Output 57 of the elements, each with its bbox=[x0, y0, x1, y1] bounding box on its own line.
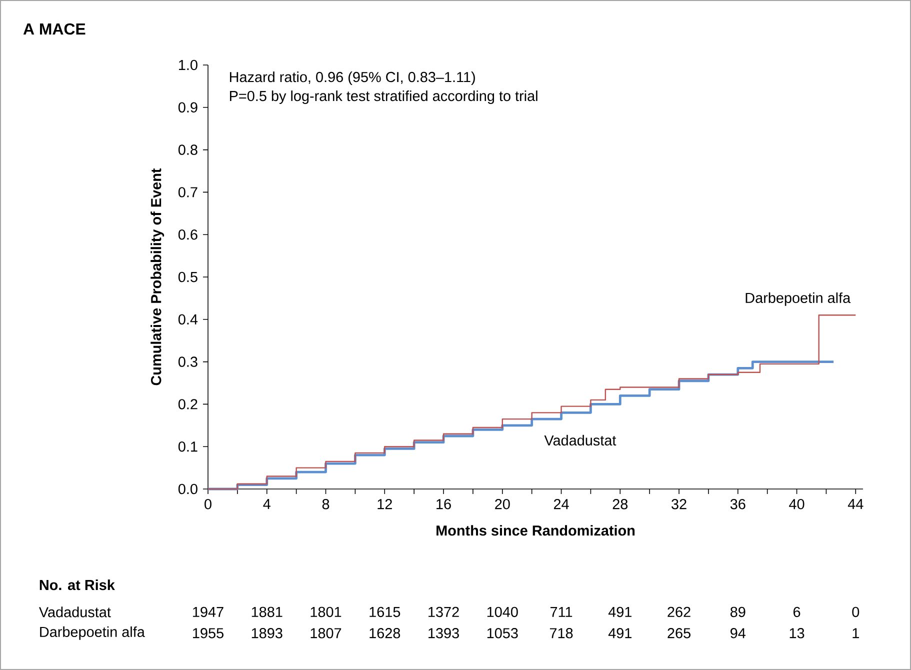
x-tick-label: 32 bbox=[672, 499, 686, 510]
text: 1615 bbox=[370, 606, 400, 618]
annotation: Hazard ratio, 0.96 (95% CI, 0.83–1.11) bbox=[230, 72, 475, 86]
x-tick-label: 28 bbox=[612, 499, 628, 510]
text: 262 bbox=[668, 606, 690, 618]
series-label: Darbepoetin alfa bbox=[746, 292, 851, 306]
x-tick-label: 0 bbox=[204, 499, 212, 510]
text: No. at Risk bbox=[40, 580, 115, 590]
y-tick-label: 0.9 bbox=[178, 102, 198, 113]
text: 1801 bbox=[310, 606, 342, 618]
text: 89 bbox=[730, 606, 746, 618]
y-tick-label: 0.7 bbox=[178, 187, 198, 198]
text: 1955 bbox=[193, 628, 224, 638]
text: 1372 bbox=[428, 606, 459, 618]
y-tick-label: 0.0 bbox=[178, 484, 198, 494]
text: 711 bbox=[550, 606, 572, 617]
text: 1807 bbox=[310, 628, 342, 638]
text: 1893 bbox=[252, 628, 282, 638]
annotation: P=0.5 by log-rank test stratified according to trial bbox=[230, 90, 538, 104]
x-tick-label: 44 bbox=[848, 499, 864, 509]
y-tick-label: 0.1 bbox=[178, 441, 198, 452]
text: A MACE bbox=[23, 23, 86, 35]
x-axis-title: Months since Randomization bbox=[436, 525, 635, 536]
text: 94 bbox=[730, 628, 746, 638]
y-tick-label: 0.8 bbox=[178, 144, 198, 155]
y-tick-label: 0.6 bbox=[178, 229, 198, 240]
x-tick-label: 16 bbox=[436, 499, 451, 510]
text: Vadadustat bbox=[38, 606, 111, 618]
x-tick-label: 8 bbox=[322, 499, 330, 510]
y-axis-title: Cumulative Probability of Event bbox=[150, 168, 164, 386]
text: Darbepoetin alfa bbox=[40, 626, 145, 640]
text: 718 bbox=[550, 628, 573, 638]
text: 1040 bbox=[487, 606, 518, 618]
series-label: Vadadustat bbox=[544, 434, 616, 446]
text: 1393 bbox=[428, 628, 459, 638]
text: 1628 bbox=[370, 628, 400, 638]
y-tick-label: 0.4 bbox=[178, 314, 198, 325]
x-tick-label: 20 bbox=[495, 499, 510, 510]
x-tick-label: 36 bbox=[730, 499, 746, 510]
x-tick-label: 4 bbox=[263, 499, 270, 509]
y-tick-label: 0.3 bbox=[178, 356, 198, 367]
text: 491 bbox=[608, 628, 632, 638]
x-tick-label: 40 bbox=[789, 499, 804, 510]
x-tick-label: 12 bbox=[378, 499, 392, 510]
text: 1 bbox=[852, 628, 859, 638]
y-tick-label: 0.2 bbox=[178, 399, 198, 410]
x-tick-label: 24 bbox=[554, 499, 569, 510]
text: 0 bbox=[852, 606, 860, 618]
text: 1881 bbox=[252, 606, 282, 618]
text: 491 bbox=[608, 606, 632, 618]
y-tick-label: 0.5 bbox=[178, 272, 198, 282]
y-tick-label: 1.0 bbox=[179, 60, 198, 70]
text: 265 bbox=[668, 628, 690, 638]
text: 13 bbox=[790, 628, 804, 638]
text: 6 bbox=[793, 606, 800, 618]
text: 1947 bbox=[193, 606, 224, 618]
text: 1053 bbox=[487, 628, 518, 638]
